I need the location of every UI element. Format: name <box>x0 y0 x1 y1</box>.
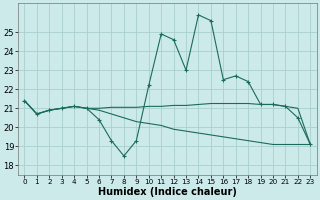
X-axis label: Humidex (Indice chaleur): Humidex (Indice chaleur) <box>98 187 237 197</box>
